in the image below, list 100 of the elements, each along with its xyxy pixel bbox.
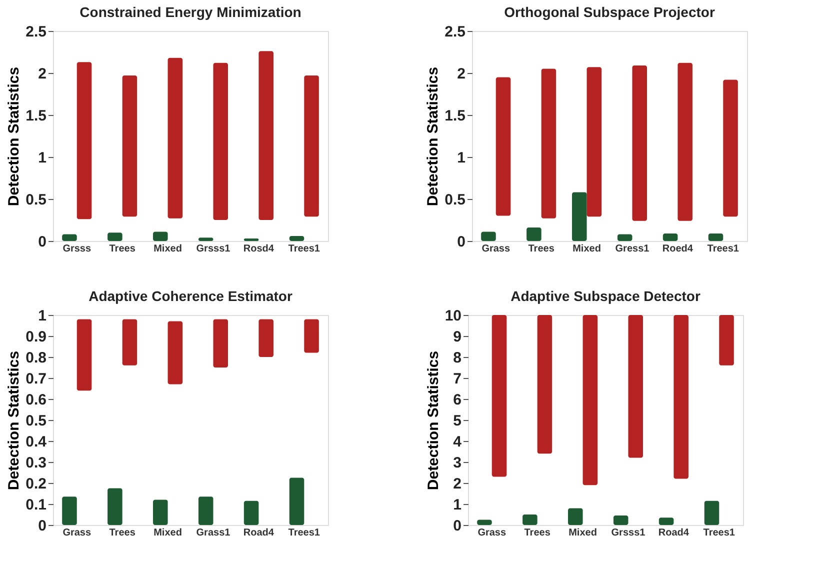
bar: [613, 516, 628, 525]
x-tick-label: Trees1: [288, 528, 320, 538]
x-tick-label: Road4: [658, 528, 690, 538]
bar: [198, 496, 214, 525]
bar: [674, 315, 688, 479]
y-axis-title: Detection Statistics: [424, 66, 442, 206]
y-axis-title: Detection Statistics: [6, 350, 23, 490]
x-tick-label: Trees: [528, 244, 555, 254]
chart-title: Adaptive Subspace Detector: [510, 288, 701, 304]
y-tick-label: 1.5: [26, 108, 46, 124]
y-tick-label: 0.7: [26, 370, 46, 388]
bar: [492, 315, 507, 477]
bar: [108, 488, 122, 525]
bar: [617, 234, 632, 241]
bar: [122, 76, 138, 217]
bar: [522, 514, 538, 525]
x-tick-label: Trees: [524, 528, 551, 538]
y-tick-label: 0.2: [26, 476, 46, 492]
x-tick-label: Grsss: [62, 244, 92, 254]
y-tick-label: 0: [453, 518, 462, 534]
x-tick-label: Mixed: [154, 244, 182, 254]
bar: [304, 76, 319, 217]
x-tick-label: Grass: [62, 528, 92, 538]
y-tick-label: 1: [453, 496, 462, 514]
y-axis-title: Detection Statistics: [6, 66, 23, 206]
y-tick-label: 0: [457, 234, 466, 250]
bar: [477, 520, 492, 525]
x-tick-label: Rosd4: [243, 244, 274, 254]
bar: [122, 319, 138, 366]
x-tick-label: Mixed: [154, 528, 182, 538]
bar: [244, 500, 259, 525]
bar: [289, 236, 304, 241]
bar: [289, 478, 304, 525]
x-tick-label: Trees: [109, 244, 136, 254]
y-tick-label: 8: [453, 350, 462, 366]
x-tick-label: Roed4: [662, 244, 694, 254]
x-tick-label: Mixed: [568, 528, 597, 538]
bar: [678, 62, 692, 221]
y-tick-label: 0: [38, 234, 46, 250]
bar: [582, 315, 598, 486]
bar: [153, 500, 168, 525]
bar: [537, 315, 552, 454]
x-tick-label: Grsss1: [611, 528, 646, 538]
y-tick-label: 1: [38, 308, 46, 324]
bar: [258, 51, 274, 220]
y-tick-label: 2: [38, 66, 46, 82]
bar: [658, 518, 674, 525]
y-tick-label: 0.1: [26, 496, 46, 514]
bar: [62, 496, 77, 525]
x-tick-label: Grass1: [196, 528, 231, 538]
bar: [704, 500, 720, 525]
y-tick-label: 0.5: [26, 412, 46, 430]
bar: [304, 319, 319, 353]
y-tick-label: 2.5: [444, 24, 466, 40]
y-tick-label: 1.5: [444, 108, 466, 124]
bar: [481, 232, 496, 241]
bar: [62, 234, 77, 241]
bar: [244, 238, 259, 241]
y-tick-label: 2: [457, 66, 466, 82]
bar: [526, 228, 542, 241]
y-tick-label: 3: [453, 454, 462, 472]
bar: [572, 192, 587, 241]
y-tick-label: 1: [457, 150, 466, 166]
bar: [76, 62, 92, 220]
bar: [586, 67, 602, 217]
x-tick-label: Grass: [482, 244, 510, 254]
x-tick-label: Trees1: [707, 244, 740, 254]
bar: [258, 319, 274, 357]
y-tick-label: 0.9: [26, 328, 46, 346]
bar: [708, 233, 724, 241]
x-tick-label: Trees1: [288, 244, 320, 254]
y-tick-label: 0.5: [26, 192, 46, 208]
y-axis-title: Detection Statistics: [424, 350, 442, 490]
x-tick-label: Grass: [478, 528, 506, 538]
chart-title: Constrained Energy Minimization: [80, 4, 302, 20]
bar: [108, 232, 122, 241]
y-tick-label: 0.5: [444, 192, 466, 208]
y-tick-label: 6: [453, 392, 462, 408]
x-tick-label: Grsss1: [196, 244, 231, 254]
chart-title: Orthogonal Subspace Projector: [504, 4, 716, 20]
bar: [628, 315, 643, 458]
bar: [168, 321, 183, 384]
y-tick-label: 1: [38, 150, 46, 166]
y-tick-label: 4: [453, 434, 462, 450]
bar: [496, 77, 511, 216]
y-tick-label: 0.4: [26, 434, 48, 450]
x-tick-label: Road4: [243, 528, 274, 538]
y-tick-label: 2: [453, 476, 462, 492]
bar: [541, 68, 556, 218]
x-tick-label: Trees: [109, 528, 136, 538]
bar: [76, 319, 92, 391]
y-tick-label: 9: [453, 328, 462, 346]
y-tick-label: 5: [453, 412, 462, 430]
bar: [632, 65, 647, 221]
y-tick-label: 2.5: [26, 24, 46, 40]
y-tick-label: 10: [444, 308, 462, 324]
y-tick-label: 0: [38, 518, 46, 534]
y-tick-label: 0.6: [26, 392, 46, 408]
bar: [213, 319, 228, 368]
bar: [168, 58, 183, 218]
